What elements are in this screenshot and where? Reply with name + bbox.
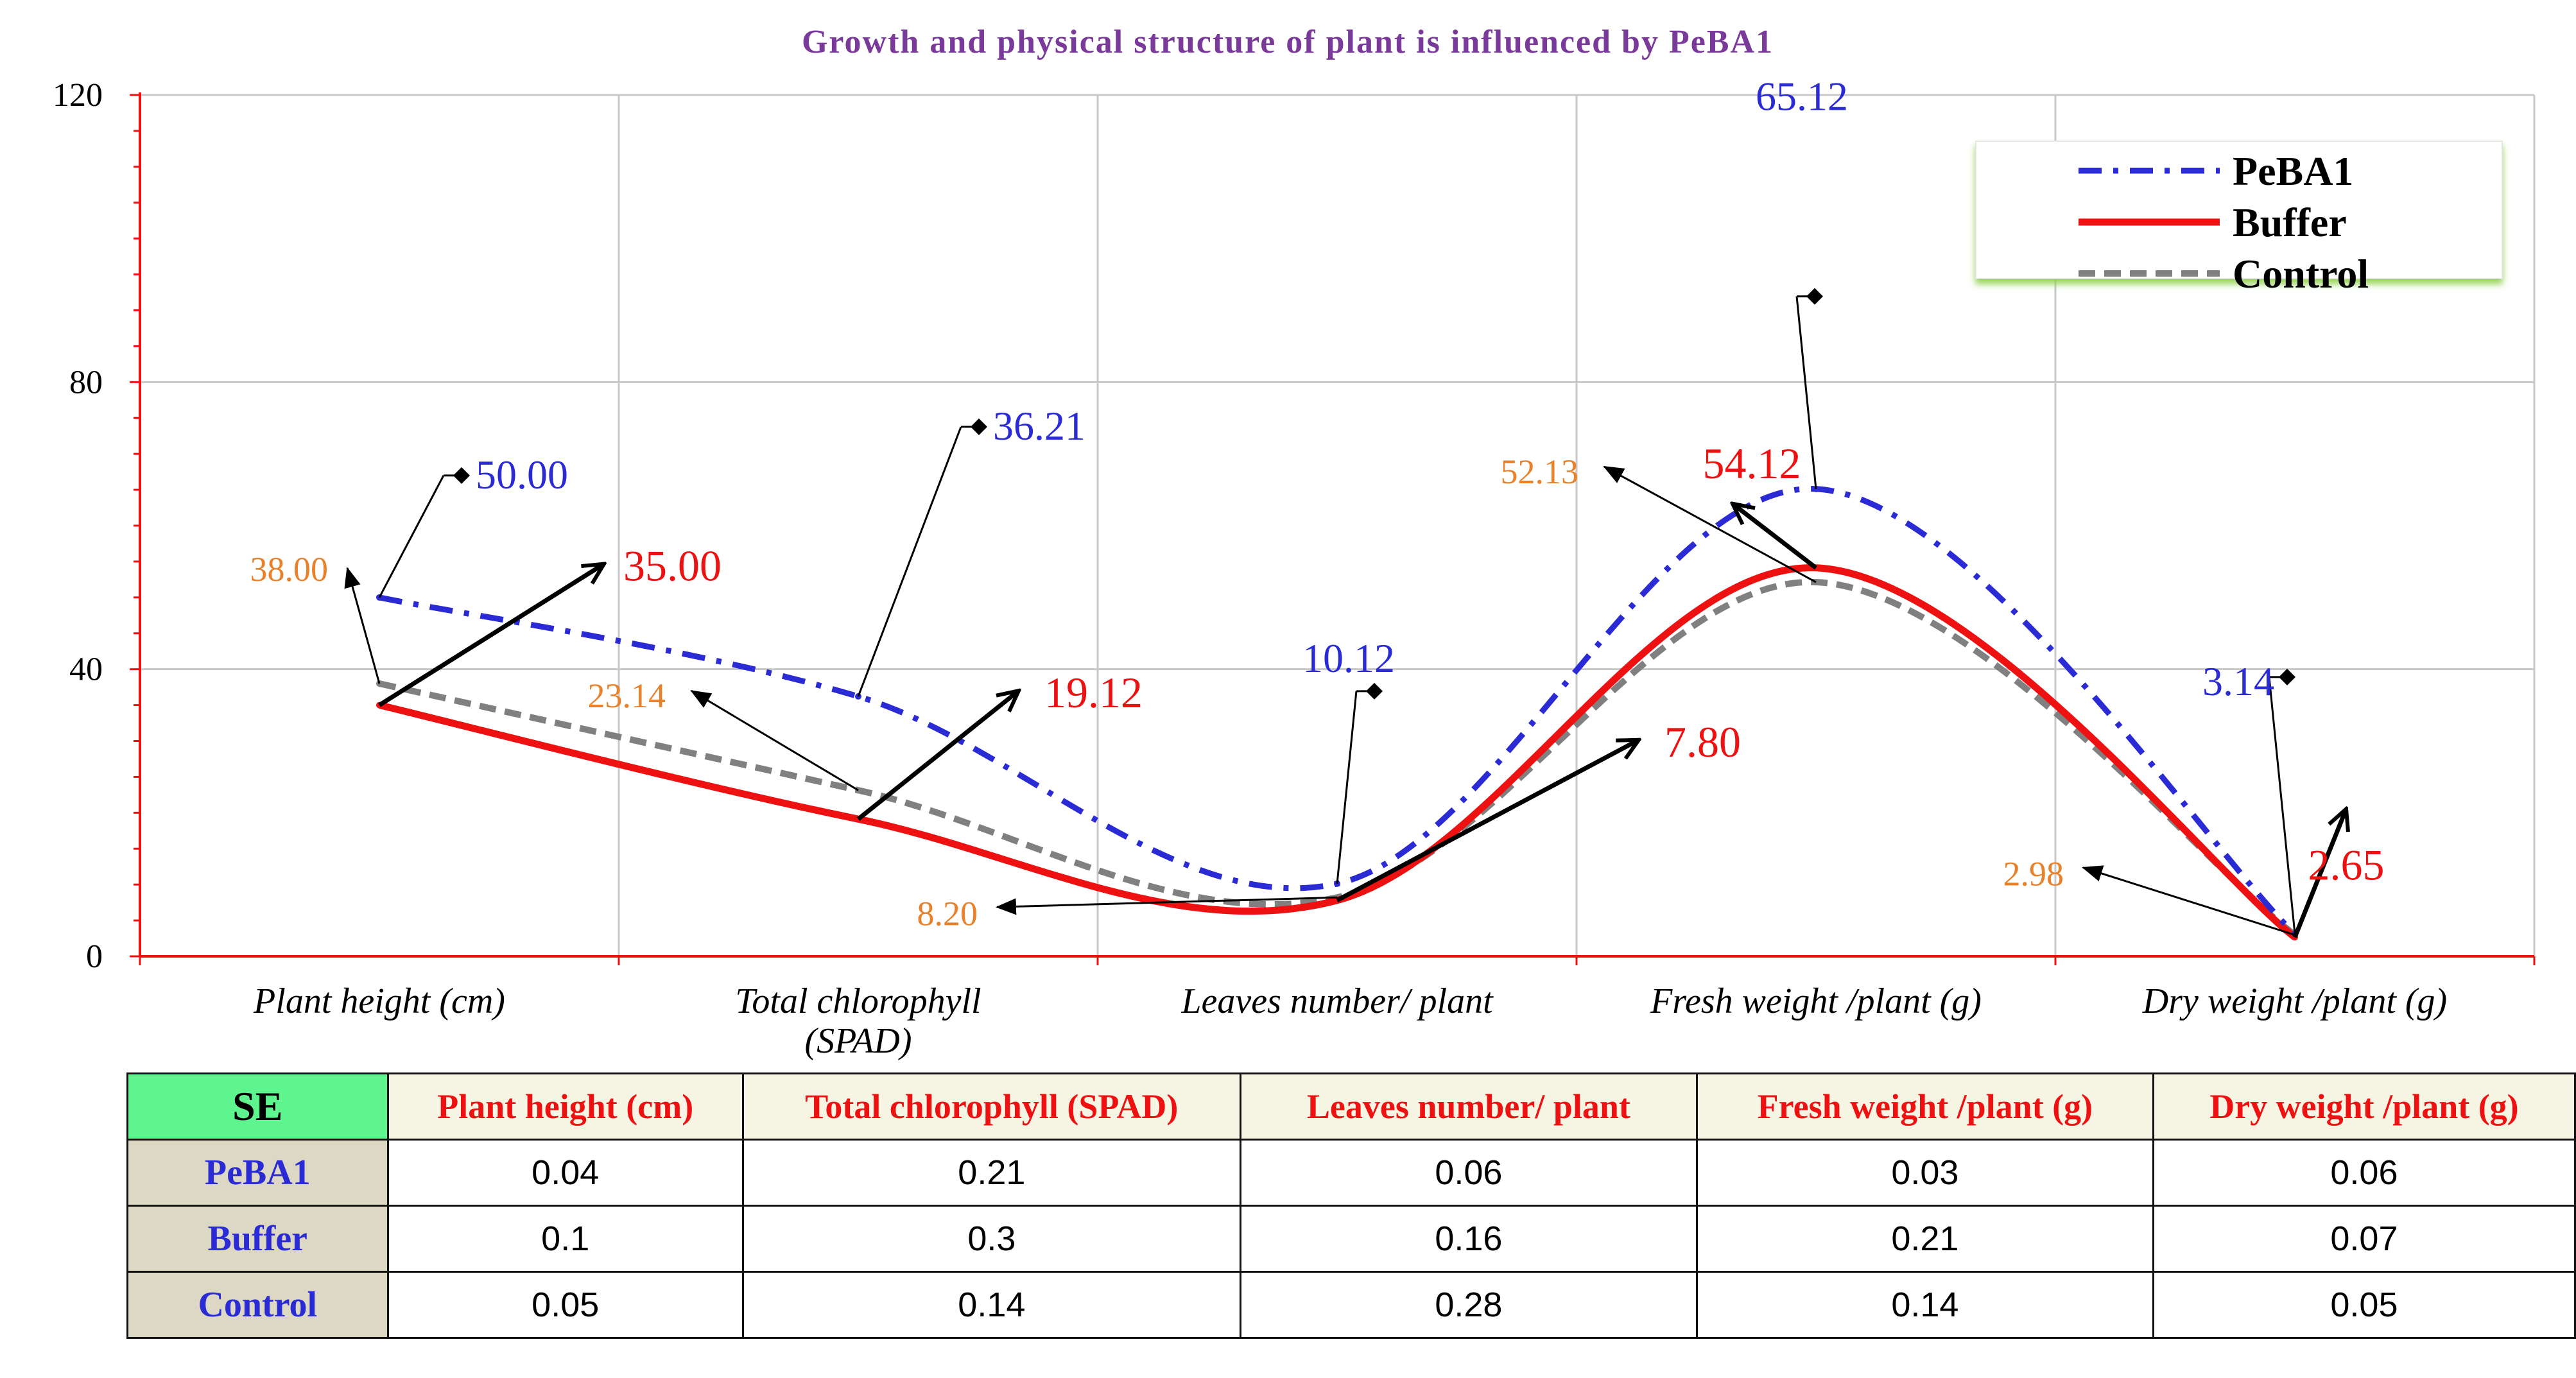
callout-arrow bbox=[378, 564, 604, 707]
y-axis: 0 40 80 120 bbox=[53, 77, 2536, 975]
se-header-cell: Leaves number/ plant bbox=[1239, 1072, 1698, 1141]
se-value: 0.06 bbox=[1239, 1139, 1698, 1207]
x-axis: Plant height (cm) Total chlorophyll (SPAD)… bbox=[253, 981, 2447, 1061]
chart-title: Growth and physical structure of plant i… bbox=[802, 24, 1774, 60]
table-row: Buffer 0.1 0.3 0.16 0.21 0.07 bbox=[126, 1205, 2576, 1273]
callout-diamond-marker bbox=[1366, 682, 1383, 700]
y-tick-label: 0 bbox=[86, 938, 103, 975]
se-value: 0.21 bbox=[741, 1139, 1241, 1207]
data-label-callouts: 50.00 36.21 10.12 65.12 3.14 35.00 19.12 7.80 54… bbox=[250, 74, 2385, 938]
se-value: 0.06 bbox=[2152, 1139, 2576, 1207]
legend-label: PeBA1 bbox=[2233, 148, 2353, 194]
se-row-label: Buffer bbox=[126, 1205, 389, 1273]
se-value: 0.07 bbox=[2152, 1205, 2576, 1273]
x-tick-label: Dry weight /plant (g) bbox=[2142, 981, 2447, 1021]
se-value: 0.28 bbox=[1239, 1271, 1698, 1339]
callout-arrow bbox=[996, 896, 1338, 915]
se-header-cell: Plant height (cm) bbox=[386, 1072, 744, 1141]
callout-arrow bbox=[690, 689, 859, 791]
se-value: 0.16 bbox=[1239, 1205, 1698, 1273]
data-label-control: 52.13 bbox=[1501, 452, 1579, 491]
callout-diamond-marker bbox=[453, 467, 470, 484]
series-line-buffer bbox=[378, 564, 2297, 940]
x-tick-label: Leaves number/ plant bbox=[1180, 981, 1494, 1021]
callout-arrow bbox=[1336, 740, 1639, 902]
callout-diamond-marker bbox=[1806, 288, 1823, 305]
se-value: 0.05 bbox=[2152, 1271, 2576, 1339]
se-header-cell: Dry weight /plant (g) bbox=[2152, 1072, 2576, 1141]
callout-diamond-marker bbox=[971, 418, 987, 436]
se-value: 0.14 bbox=[741, 1271, 1241, 1339]
legend-box bbox=[1975, 141, 2503, 279]
se-header-cell: Fresh weight /plant (g) bbox=[1695, 1072, 2154, 1141]
se-table-header-row: SE Plant height (cm) Total chlorophyll (… bbox=[126, 1072, 2576, 1141]
data-label-peba1: 10.12 bbox=[1302, 635, 1395, 681]
se-row-label: PeBA1 bbox=[126, 1139, 389, 1207]
data-label-buffer: 7.80 bbox=[1664, 718, 1741, 766]
callout-arrow bbox=[344, 567, 381, 684]
callout-leader bbox=[2268, 676, 2296, 934]
legend: PeBA1 Buffer Control bbox=[1975, 141, 2503, 297]
se-value: 0.3 bbox=[741, 1205, 1241, 1273]
series-line-peba1 bbox=[379, 486, 2297, 936]
data-label-peba1: 36.21 bbox=[993, 403, 1085, 449]
data-label-control: 2.98 bbox=[2003, 855, 2064, 893]
x-tick-label: Fresh weight /plant (g) bbox=[1650, 981, 1982, 1021]
callout-arrow bbox=[2082, 865, 2295, 936]
y-tick-label: 40 bbox=[69, 651, 103, 688]
series-line-control bbox=[378, 578, 2297, 938]
data-label-control: 8.20 bbox=[917, 894, 978, 933]
table-row: Control 0.05 0.14 0.28 0.14 0.05 bbox=[126, 1271, 2576, 1339]
se-header-cell: Total chlorophyll (SPAD) bbox=[741, 1072, 1241, 1141]
gridlines bbox=[140, 94, 2536, 956]
se-row-label: Control bbox=[126, 1271, 389, 1339]
se-table: SE Plant height (cm) Total chlorophyll (… bbox=[126, 1072, 2576, 1339]
se-value: 0.04 bbox=[386, 1139, 744, 1207]
data-label-control: 23.14 bbox=[588, 676, 666, 715]
legend-label: Control bbox=[2233, 251, 2369, 297]
data-label-control: 38.00 bbox=[250, 550, 329, 589]
legend-label: Buffer bbox=[2233, 200, 2347, 245]
y-tick-label: 80 bbox=[69, 364, 103, 400]
se-corner-cell: SE bbox=[126, 1072, 389, 1141]
table-row: PeBA1 0.04 0.21 0.06 0.03 0.06 bbox=[126, 1139, 2576, 1207]
se-value: 0.14 bbox=[1695, 1271, 2154, 1339]
se-value: 0.05 bbox=[386, 1271, 744, 1339]
callout-leader bbox=[857, 426, 962, 697]
callout-arrow bbox=[1733, 504, 1818, 570]
x-tick-label: Total chlorophyll (SPAD) bbox=[735, 981, 981, 1061]
se-value: 0.03 bbox=[1695, 1139, 2154, 1207]
callout-leader bbox=[1795, 296, 1817, 489]
callout-diamond-marker bbox=[2279, 668, 2295, 685]
data-label-buffer: 19.12 bbox=[1044, 668, 1143, 717]
data-label-peba1: 3.14 bbox=[2202, 659, 2274, 704]
data-label-buffer: 54.12 bbox=[1703, 439, 1801, 488]
callout-arrow bbox=[2292, 809, 2346, 938]
x-tick-label: Plant height (cm) bbox=[253, 981, 505, 1021]
se-value: 0.1 bbox=[386, 1205, 744, 1273]
se-value: 0.21 bbox=[1695, 1205, 2154, 1273]
callout-arrow bbox=[856, 691, 1019, 821]
callout-leader bbox=[1336, 691, 1358, 884]
data-label-peba1: 65.12 bbox=[1756, 74, 1848, 119]
y-tick-label: 120 bbox=[53, 77, 103, 114]
callout-arrow bbox=[1603, 465, 1817, 583]
data-label-buffer: 35.00 bbox=[623, 542, 722, 590]
chart: Growth and physical structure of plant i… bbox=[53, 24, 2536, 1061]
data-label-buffer: 2.65 bbox=[2308, 840, 2385, 889]
data-label-peba1: 50.00 bbox=[476, 452, 568, 497]
callout-leader bbox=[378, 475, 445, 598]
